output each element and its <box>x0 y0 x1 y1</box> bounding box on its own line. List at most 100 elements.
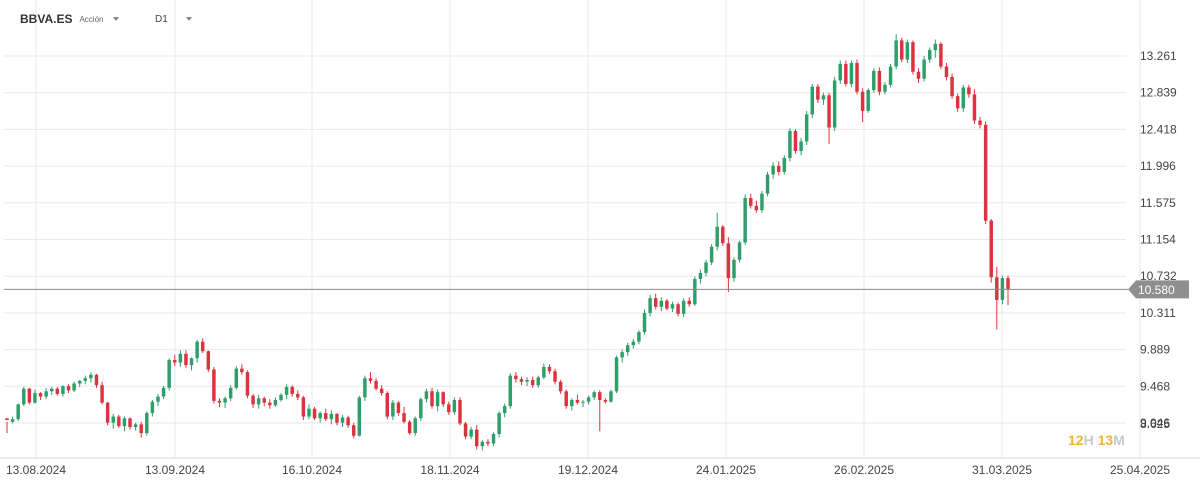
candle-body[interactable] <box>245 372 250 396</box>
candle-body[interactable] <box>77 380 82 384</box>
candle-body[interactable] <box>346 417 350 426</box>
candle-body[interactable] <box>665 300 669 309</box>
candle-body[interactable] <box>234 368 239 388</box>
candle-body[interactable] <box>530 379 535 386</box>
candle-body[interactable] <box>419 399 423 419</box>
candle-body[interactable] <box>44 391 48 397</box>
candle-body[interactable] <box>687 300 691 305</box>
candle-body[interactable] <box>61 386 65 394</box>
candle-body[interactable] <box>33 393 37 403</box>
candle-body[interactable] <box>413 418 417 434</box>
candle-body[interactable] <box>128 418 132 428</box>
candle-body[interactable] <box>379 388 384 394</box>
candle-body[interactable] <box>463 423 468 437</box>
candle-body[interactable] <box>296 393 300 398</box>
candle-body[interactable] <box>139 424 143 434</box>
candle-body[interactable] <box>860 91 865 111</box>
candle-body[interactable] <box>217 400 222 403</box>
candle-body[interactable] <box>335 413 339 423</box>
candle-body[interactable] <box>939 43 943 67</box>
candle-body[interactable] <box>240 368 244 373</box>
candle-body[interactable] <box>195 341 199 359</box>
candle-body[interactable] <box>983 124 988 221</box>
candle-body[interactable] <box>760 193 764 211</box>
candle-body[interactable] <box>430 391 434 407</box>
candle-body[interactable] <box>105 402 110 423</box>
candle-body[interactable] <box>542 366 546 378</box>
candle-body[interactable] <box>27 388 32 403</box>
candle-body[interactable] <box>586 397 591 402</box>
candle-body[interactable] <box>363 378 367 398</box>
candle-body[interactable] <box>251 395 255 405</box>
candle-body[interactable] <box>514 375 518 380</box>
candle-body[interactable] <box>547 366 552 372</box>
candle-body[interactable] <box>391 402 395 417</box>
candle-body[interactable] <box>385 393 390 417</box>
candle-body[interactable] <box>94 374 99 386</box>
candle-body[interactable] <box>765 174 770 194</box>
candle-body[interactable] <box>351 425 356 436</box>
candle-body[interactable] <box>810 86 815 115</box>
candle-body[interactable] <box>424 391 429 400</box>
candle-body[interactable] <box>66 386 71 391</box>
candle-body[interactable] <box>978 120 982 125</box>
candle-body[interactable] <box>396 402 401 414</box>
candle-body[interactable] <box>821 95 826 100</box>
candle-body[interactable] <box>502 406 507 414</box>
candle-body[interactable] <box>709 246 714 263</box>
candle-body[interactable] <box>228 387 233 399</box>
candle-body[interactable] <box>614 357 619 392</box>
candle-body[interactable] <box>827 95 831 128</box>
candle-body[interactable] <box>1006 278 1010 290</box>
candle-body[interactable] <box>866 90 870 111</box>
candle-body[interactable] <box>575 400 580 403</box>
candle-body[interactable] <box>558 381 563 392</box>
candle-body[interactable] <box>262 398 266 403</box>
candle-body[interactable] <box>72 383 76 391</box>
candle-body[interactable] <box>150 401 155 414</box>
candle-body[interactable] <box>407 421 412 434</box>
candle-body[interactable] <box>212 369 216 401</box>
candle-body[interactable] <box>844 63 848 84</box>
candle-body[interactable] <box>553 371 557 382</box>
candle-body[interactable] <box>206 351 211 370</box>
candle-body[interactable] <box>10 419 15 422</box>
candle-body[interactable] <box>883 84 887 92</box>
candle-body[interactable] <box>290 386 294 394</box>
candle-body[interactable] <box>737 242 742 260</box>
candle-body[interactable] <box>894 40 898 67</box>
candle-body[interactable] <box>508 375 513 407</box>
candle-body[interactable] <box>200 341 205 352</box>
candle-body[interactable] <box>475 429 479 447</box>
candle-body[interactable] <box>458 400 462 424</box>
candle-body[interactable] <box>832 80 837 128</box>
candle-body[interactable] <box>50 388 54 392</box>
candle-body[interactable] <box>637 332 641 342</box>
candle-body[interactable] <box>620 352 624 358</box>
candle-body[interactable] <box>357 397 362 436</box>
candle-body[interactable] <box>312 408 317 419</box>
candle-body[interactable] <box>570 400 574 407</box>
candle-body[interactable] <box>491 433 496 444</box>
candle-body[interactable] <box>749 198 753 206</box>
candle-body[interactable] <box>603 400 608 402</box>
candle-body[interactable] <box>161 387 166 397</box>
candle-body[interactable] <box>950 76 954 97</box>
candle-body[interactable] <box>927 49 932 60</box>
candle-body[interactable] <box>877 70 882 92</box>
candle-body[interactable] <box>133 424 138 428</box>
candle-body[interactable] <box>888 66 893 85</box>
candle-body[interactable] <box>256 398 261 405</box>
candle-body[interactable] <box>564 391 568 407</box>
candle-body[interactable] <box>279 394 283 401</box>
candle-body[interactable] <box>849 63 854 84</box>
candle-body[interactable] <box>268 402 272 406</box>
candle-body[interactable] <box>307 408 311 417</box>
candle-body[interactable] <box>173 359 177 363</box>
candle-body[interactable] <box>900 40 904 60</box>
candle-body[interactable] <box>609 391 613 402</box>
timeframe-selector[interactable]: D1 <box>155 10 192 28</box>
candle-body[interactable] <box>223 398 227 403</box>
candle-body[interactable] <box>167 359 171 388</box>
candle-body[interactable] <box>301 397 306 417</box>
